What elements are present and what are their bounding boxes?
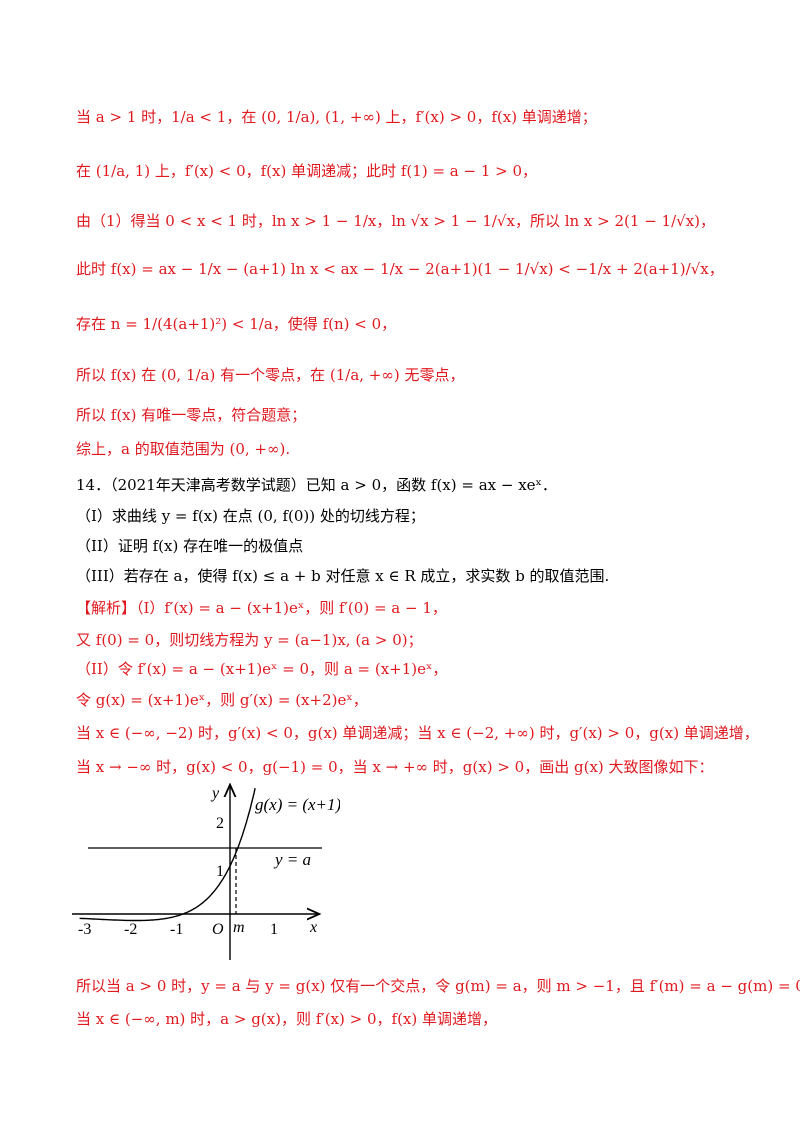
- x-tick-label: -3: [78, 921, 91, 938]
- function-graph: g(x) = (x+1)eˣ y = a y x O m -3 -2 -1 1 …: [72, 780, 340, 960]
- curve-g: [79, 788, 256, 922]
- text-line-20: 当 x ∈ (−∞, m) 时，a > g(x)，则 f′(x) > 0，f(x…: [76, 1010, 497, 1028]
- text-line-1: 当 a > 1 时，1/a < 1，在 (0, 1/a), (1, +∞) 上，…: [76, 108, 597, 126]
- x-tick-label: 1: [270, 921, 278, 938]
- text-line-19: 所以当 a > 0 时，y = a 与 y = g(x) 仅有一个交点，令 g(…: [76, 977, 800, 995]
- text-line-10: （I）求曲线 y = f(x) 在点 (0, f(0)) 处的切线方程；: [76, 507, 425, 525]
- origin-label: O: [212, 921, 224, 938]
- y-tick-label: 1: [216, 863, 224, 880]
- x-axis-label: x: [309, 919, 317, 936]
- text-line-14: 又 f(0) = 0，则切线方程为 y = (a−1)x, (a > 0)；: [76, 631, 423, 649]
- text-line-4: 此时 f(x) = ax − 1/x − (a+1) ln x < ax − 1…: [76, 260, 724, 278]
- text-line-3: 由（1）得当 0 < x < 1 时，ln x > 1 − 1/x，ln √x …: [76, 212, 716, 230]
- text-line-18: 当 x → −∞ 时，g(x) < 0，g(−1) = 0，当 x → +∞ 时…: [76, 758, 714, 776]
- text-line-2: 在 (1/a, 1) 上，f′(x) < 0，f(x) 单调递减；此时 f(1)…: [76, 162, 538, 180]
- text-line-6: 所以 f(x) 在 (0, 1/a) 有一个零点，在 (1/a, +∞) 无零点…: [76, 366, 465, 384]
- text-line-17: 当 x ∈ (−∞, −2) 时，g′(x) < 0，g(x) 单调递减；当 x…: [76, 724, 759, 742]
- text-line-11: （II）证明 f(x) 存在唯一的极值点: [76, 537, 304, 555]
- text-line-12: （III）若存在 a，使得 f(x) ≤ a + b 对任意 x ∈ R 成立，…: [76, 567, 610, 585]
- text-line-5: 存在 n = 1/(4(a+1)²) < 1/a，使得 f(n) < 0，: [76, 315, 397, 333]
- y-axis-label: y: [210, 785, 220, 802]
- text-line-8: 综上，a 的取值范围为 (0, +∞).: [76, 440, 291, 458]
- m-label: m: [233, 919, 245, 936]
- text-line-15: （II）令 f′(x) = a − (x+1)eˣ = 0，则 a = (x+1…: [76, 660, 448, 678]
- text-line-16: 令 g(x) = (x+1)eˣ，则 g′(x) = (x+2)eˣ，: [76, 691, 368, 709]
- curve-label: g(x) = (x+1)eˣ: [255, 795, 340, 814]
- text-line-7: 所以 f(x) 有唯一零点，符合题意；: [76, 406, 307, 424]
- text-line-9: 14．（2021年天津高考数学试题）已知 a > 0，函数 f(x) = ax …: [76, 476, 557, 494]
- x-tick-label: -2: [124, 921, 137, 938]
- y-tick-label: 2: [216, 815, 224, 832]
- x-tick-label: -1: [170, 921, 183, 938]
- text-line-13: 【解析】（I）f′(x) = a − (x+1)eˣ，则 f′(0) = a −…: [76, 599, 447, 617]
- line-label: y = a: [273, 850, 311, 869]
